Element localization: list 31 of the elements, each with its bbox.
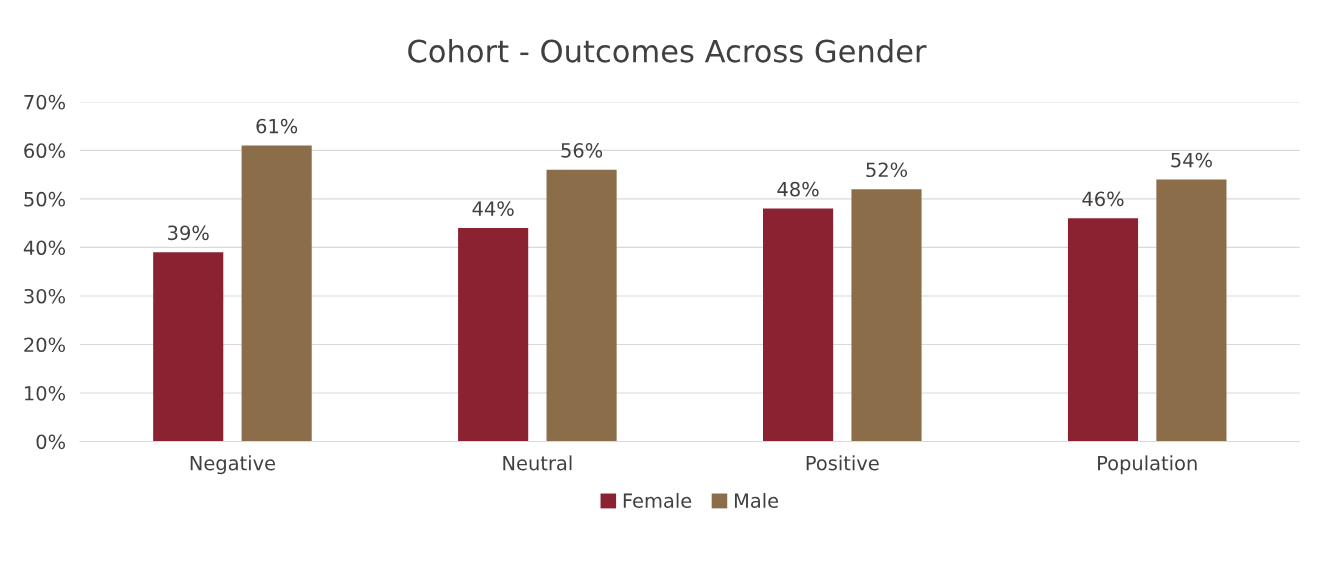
data-label: 54%: [1171, 152, 1212, 168]
bar: [1156, 179, 1227, 442]
data-label: 61%: [256, 118, 298, 134]
y-tick-label: 60%: [24, 143, 66, 159]
bar: [153, 252, 224, 442]
data-label: 39%: [168, 225, 209, 241]
y-tick-label: 10%: [25, 385, 66, 401]
legend-label: Male: [734, 492, 779, 508]
bar: [458, 228, 529, 442]
chart-title: Cohort - Outcomes Across Gender: [408, 38, 927, 63]
data-label: 48%: [777, 181, 819, 197]
y-tick-label: 0%: [36, 434, 66, 450]
x-tick-label: Neutral: [503, 455, 572, 471]
y-tick-label: 40%: [23, 240, 66, 256]
y-tick-label: 70%: [24, 94, 66, 110]
data-label: 44%: [472, 201, 514, 216]
bar: [851, 189, 922, 442]
data-label: 46%: [1082, 191, 1124, 207]
data-label: 52%: [866, 162, 908, 178]
x-tick-label: Population: [1098, 455, 1197, 475]
x-tick-label: Positive: [806, 455, 879, 471]
data-label: 56%: [561, 142, 603, 158]
bar: [1067, 218, 1139, 442]
bar: [241, 145, 312, 442]
bar: [763, 208, 834, 442]
y-tick-label: 20%: [24, 337, 66, 353]
bar: [546, 169, 617, 442]
x-tick-label: Negative: [190, 455, 276, 475]
legend-label: Female: [623, 492, 692, 508]
y-tick-label: 30%: [24, 288, 66, 304]
y-tick-label: 50%: [24, 191, 66, 207]
